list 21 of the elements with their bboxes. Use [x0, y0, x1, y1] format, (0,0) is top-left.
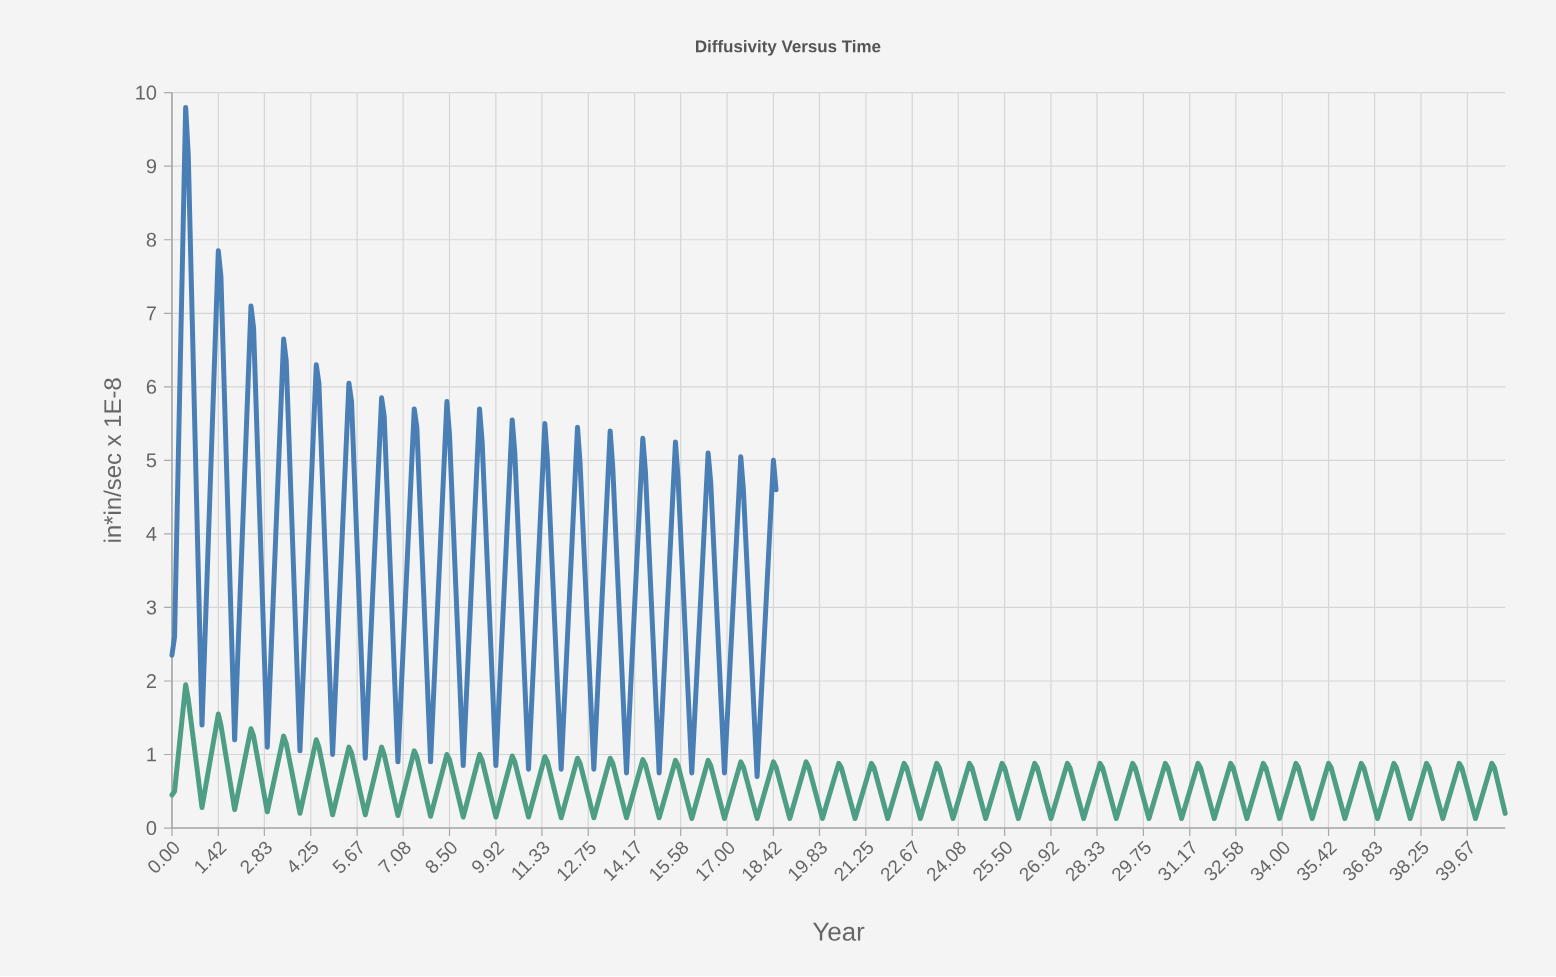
line-series — [169, 682, 1508, 822]
y-tick-label: 1 — [147, 747, 156, 762]
y-tick-label: 7 — [146, 306, 156, 321]
y-tick-label: 6 — [146, 380, 157, 395]
y-tick-label: 10 — [136, 85, 157, 100]
y-tick-label: 9 — [146, 159, 156, 174]
y-tick-label: 5 — [146, 453, 157, 468]
x-tick-label: 4.25 — [289, 840, 318, 873]
x-tick-label: 9.92 — [472, 841, 505, 874]
y-tick-label: 2 — [146, 674, 156, 689]
y-axis-title: in*in/sec x 1E-8 — [103, 378, 122, 543]
line-series — [169, 105, 779, 780]
x-tick-label: 0.00 — [148, 842, 179, 873]
y-tick-label: 4 — [146, 527, 157, 541]
x-tick-label: 7.08 — [377, 841, 411, 873]
x-axis-title: Year — [812, 923, 865, 942]
y-tick-label: 3 — [146, 600, 157, 615]
y-tick-label: 8 — [146, 232, 157, 248]
x-tick-label: 8.50 — [425, 842, 457, 874]
chart-title: Diffusivity Versus Time — [696, 40, 881, 56]
y-tick-label: 0 — [146, 821, 157, 836]
